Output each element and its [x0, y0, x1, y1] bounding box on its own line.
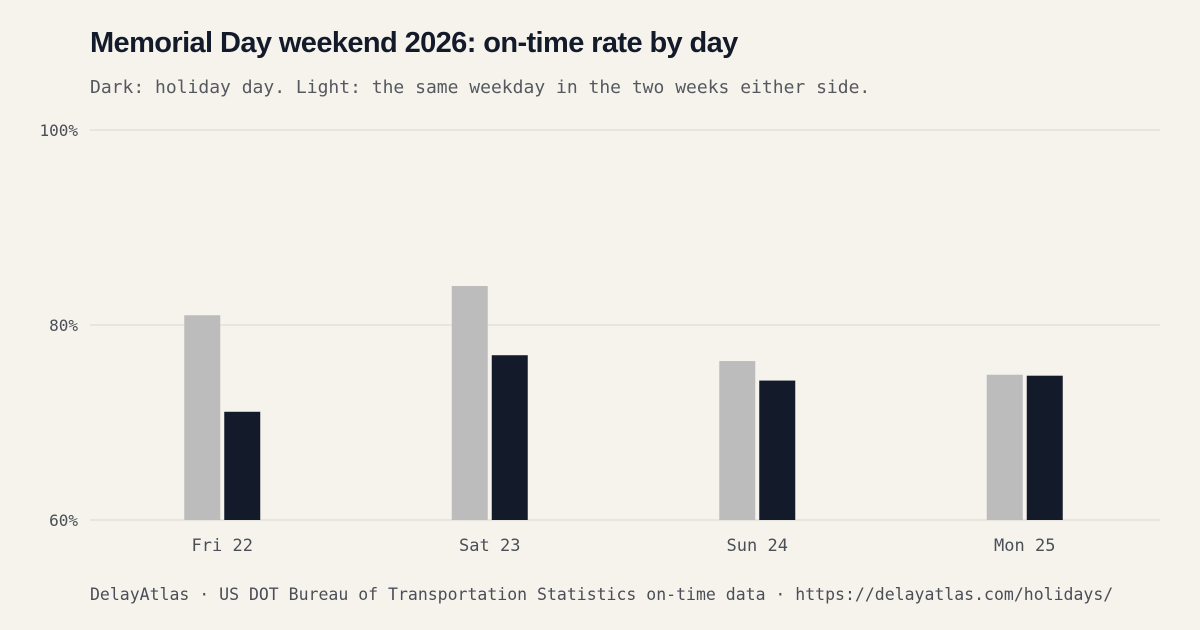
chart-title: Memorial Day weekend 2026: on-time rate … [90, 27, 738, 59]
x-axis-ticks: Fri 22 Sat 23 Sun 24 Mon 25 [192, 536, 1056, 556]
bar-holiday-1 [224, 411, 261, 520]
y-tick-label: 100% [39, 121, 78, 140]
bar-holiday-4 [1026, 375, 1063, 520]
bar-baseline-2 [451, 286, 488, 520]
y-tick-label: 80% [49, 316, 78, 335]
bar-holiday-3 [759, 380, 796, 520]
y-axis-ticks: 60% 80% 100% [39, 121, 78, 530]
bar-holiday-2 [491, 355, 528, 520]
source-footer: DelayAtlas · US DOT Bureau of Transporta… [90, 585, 1114, 604]
y-tick-label: 60% [49, 511, 78, 530]
bar-baseline-3 [719, 361, 756, 520]
x-tick-label: Sun 24 [727, 536, 788, 556]
bar-baseline-1 [184, 315, 221, 520]
bars [184, 286, 1063, 520]
bar-baseline-4 [986, 374, 1023, 520]
x-tick-label: Mon 25 [994, 536, 1055, 556]
x-tick-label: Sat 23 [459, 536, 520, 556]
gridlines [90, 129, 1160, 521]
chart-subtitle: Dark: holiday day. Light: the same weekd… [90, 77, 871, 98]
x-tick-label: Fri 22 [192, 536, 253, 556]
